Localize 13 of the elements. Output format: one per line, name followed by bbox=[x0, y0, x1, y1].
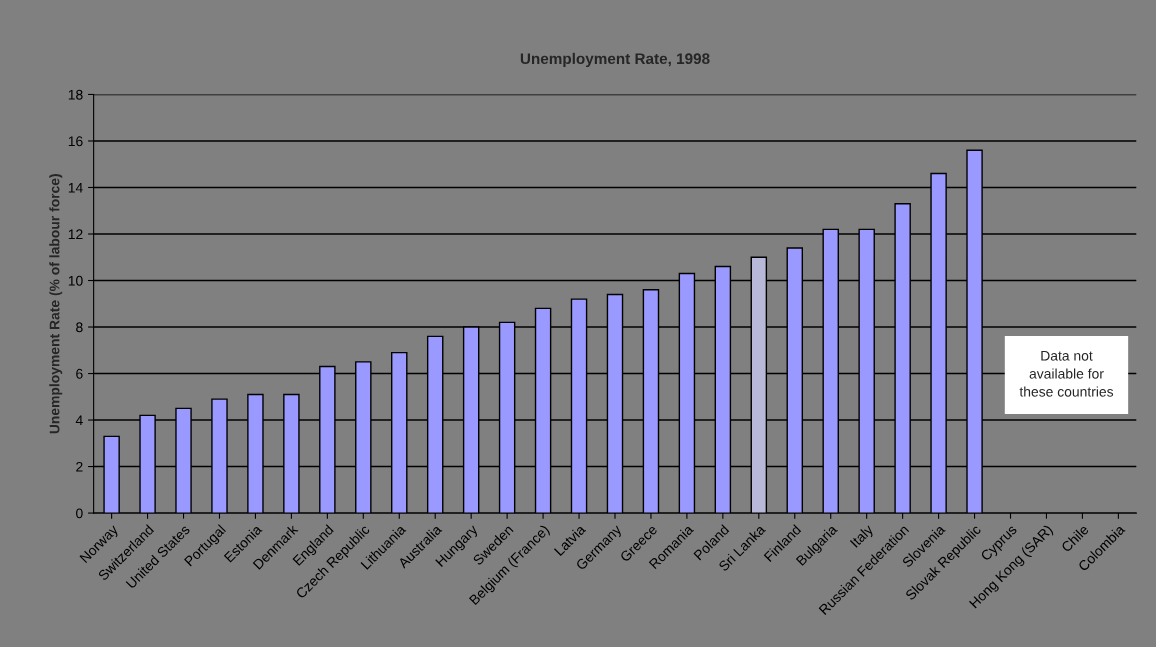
y-tick-label: 2 bbox=[76, 461, 83, 472]
chart-title: Unemployment Rate, 1998 bbox=[520, 52, 710, 68]
y-axis-title: Unemployment Rate (% of labour force) bbox=[49, 174, 63, 434]
y-tick-label: 14 bbox=[68, 182, 83, 193]
y-tick-label: 6 bbox=[76, 368, 83, 379]
y-tick-label: 18 bbox=[68, 89, 83, 100]
y-tick-label: 4 bbox=[75, 415, 83, 426]
y-tick-label: 10 bbox=[68, 275, 83, 286]
y-tick-label: 16 bbox=[68, 136, 83, 147]
annotation: Data not available for these countries bbox=[1019, 350, 1114, 397]
y-tick-label: 12 bbox=[68, 229, 83, 240]
y-tick-label: 0 bbox=[76, 508, 83, 519]
y-tick-label: 8 bbox=[76, 322, 83, 333]
